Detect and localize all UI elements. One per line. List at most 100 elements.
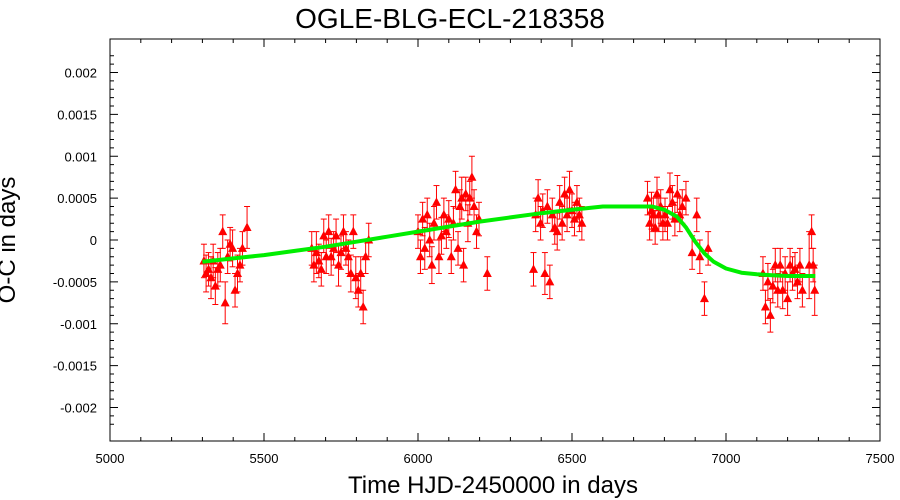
y-tick-label: -0.0005 <box>53 275 97 290</box>
data-point <box>760 302 770 311</box>
data-point <box>439 209 449 219</box>
plot-area <box>199 155 820 333</box>
data-point <box>215 260 225 269</box>
data-point <box>808 260 818 269</box>
data-point <box>233 268 243 277</box>
data-point <box>810 285 820 294</box>
data-point <box>429 218 439 227</box>
data-point <box>204 264 214 273</box>
data-point <box>434 251 444 261</box>
data-point <box>695 251 705 261</box>
data-point <box>775 260 785 269</box>
data-point <box>533 193 543 202</box>
data-point <box>687 247 697 257</box>
data-point <box>763 276 773 286</box>
data-point <box>444 214 454 223</box>
y-tick-label: 0.0015 <box>57 107 97 122</box>
y-tick-label: -0.002 <box>60 401 97 416</box>
y-tick-label: 0.001 <box>64 149 97 164</box>
data-point <box>681 193 691 202</box>
data-point <box>672 188 682 198</box>
data-point <box>461 188 471 198</box>
data-point <box>768 281 778 290</box>
data-point <box>210 281 220 290</box>
x-tick-label: 5000 <box>96 451 125 466</box>
data-point <box>230 285 240 294</box>
data-point <box>455 201 465 210</box>
data-point <box>446 251 456 261</box>
data-point <box>569 214 579 223</box>
data-point <box>465 193 475 202</box>
y-axis-label: O-C in days <box>0 177 21 304</box>
data-point <box>645 218 655 227</box>
data-point <box>420 243 430 252</box>
data-point <box>469 201 479 210</box>
data-point <box>703 243 713 252</box>
data-point <box>557 218 567 227</box>
data-point <box>228 243 238 252</box>
y-tick-label: 0.002 <box>64 66 97 81</box>
data-point <box>427 260 437 269</box>
y-tick-label: 0 <box>90 233 97 248</box>
x-axis-label: Time HJD-2450000 in days <box>348 472 638 499</box>
data-point <box>467 172 477 181</box>
data-point <box>220 297 230 307</box>
data-point <box>699 293 709 303</box>
data-point <box>331 230 341 240</box>
data-point <box>565 184 575 194</box>
data-point <box>807 226 817 236</box>
data-point <box>783 293 793 303</box>
data-point <box>562 209 572 219</box>
data-point <box>415 251 425 261</box>
data-point <box>662 218 672 227</box>
data-point <box>336 247 346 257</box>
data-point <box>237 243 247 252</box>
data-point <box>536 218 546 227</box>
data-point <box>453 243 463 252</box>
x-tick-label: 5500 <box>250 451 279 466</box>
data-point <box>206 272 216 282</box>
data-point <box>670 214 680 223</box>
data-point <box>431 197 441 206</box>
data-point <box>677 201 687 210</box>
data-point <box>642 193 652 202</box>
data-point <box>652 188 662 198</box>
data-point <box>792 276 802 286</box>
x-tick-label: 7500 <box>866 451 895 466</box>
data-point <box>459 260 469 269</box>
chart-title: OGLE-BLG-ECL-218358 <box>295 3 605 34</box>
x-tick-label: 6000 <box>404 451 433 466</box>
y-tick-label: 0.0005 <box>57 191 97 206</box>
data-point <box>577 218 587 227</box>
data-point <box>545 276 555 286</box>
data-point <box>692 209 702 219</box>
data-point <box>650 222 660 231</box>
data-point <box>482 268 492 277</box>
data-point <box>451 184 461 194</box>
data-point <box>552 226 562 236</box>
axes: 5000 5500 6000 6500 7000 7500 0.002 0.0015 0.001… <box>53 39 895 466</box>
data-point <box>425 235 435 244</box>
data-point <box>778 285 788 294</box>
data-point <box>422 209 432 219</box>
data-point <box>324 226 334 236</box>
data-point <box>338 226 348 236</box>
data-point <box>560 188 570 198</box>
data-point <box>542 201 552 210</box>
data-point <box>785 260 795 269</box>
data-point <box>797 285 807 294</box>
data-point <box>356 268 366 277</box>
data-point <box>218 226 228 236</box>
y-tick-label: -0.0015 <box>53 359 97 374</box>
data-point <box>348 226 358 236</box>
data-point <box>346 268 356 277</box>
data-point <box>418 214 428 223</box>
data-point <box>765 310 775 319</box>
x-tick-label: 7000 <box>712 451 741 466</box>
y-tick-label: -0.001 <box>60 317 97 332</box>
data-point <box>242 222 252 231</box>
data-point <box>540 268 550 277</box>
data-point <box>358 302 368 311</box>
data-point <box>353 285 363 294</box>
